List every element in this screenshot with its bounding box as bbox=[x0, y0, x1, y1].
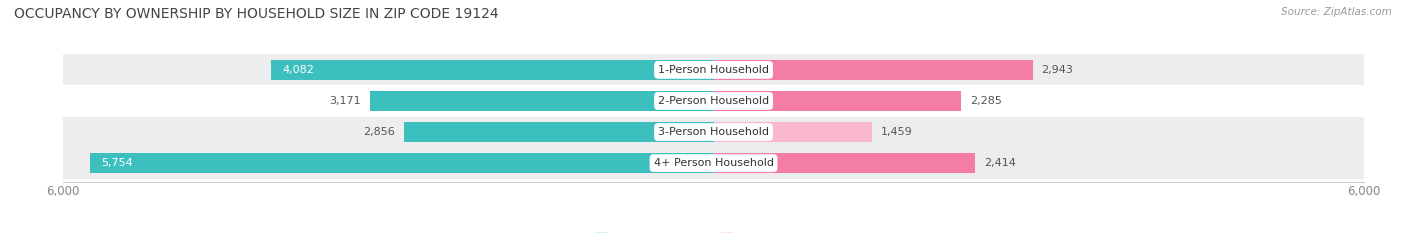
Text: OCCUPANCY BY OWNERSHIP BY HOUSEHOLD SIZE IN ZIP CODE 19124: OCCUPANCY BY OWNERSHIP BY HOUSEHOLD SIZE… bbox=[14, 7, 499, 21]
Text: 3-Person Household: 3-Person Household bbox=[658, 127, 769, 137]
Bar bbox=[713, 153, 976, 173]
Text: 4,082: 4,082 bbox=[283, 65, 314, 75]
Legend: Owner-occupied, Renter-occupied: Owner-occupied, Renter-occupied bbox=[589, 229, 838, 233]
Bar bbox=[713, 122, 872, 142]
Bar bbox=[713, 91, 962, 111]
Bar bbox=[404, 122, 713, 142]
Text: 2,943: 2,943 bbox=[1042, 65, 1073, 75]
Text: 1,459: 1,459 bbox=[880, 127, 912, 137]
Bar bbox=[63, 54, 1364, 86]
Text: Source: ZipAtlas.com: Source: ZipAtlas.com bbox=[1281, 7, 1392, 17]
Text: 5,754: 5,754 bbox=[101, 158, 132, 168]
Text: 2,285: 2,285 bbox=[970, 96, 1001, 106]
Bar bbox=[63, 147, 1364, 179]
Text: 4+ Person Household: 4+ Person Household bbox=[654, 158, 773, 168]
Bar bbox=[370, 91, 713, 111]
Text: 1-Person Household: 1-Person Household bbox=[658, 65, 769, 75]
Bar bbox=[63, 116, 1364, 147]
Bar bbox=[90, 153, 713, 173]
Text: 3,171: 3,171 bbox=[329, 96, 361, 106]
Text: 2-Person Household: 2-Person Household bbox=[658, 96, 769, 106]
Text: 2,414: 2,414 bbox=[984, 158, 1015, 168]
Bar bbox=[713, 60, 1032, 80]
Text: 2,856: 2,856 bbox=[364, 127, 395, 137]
Bar bbox=[63, 86, 1364, 116]
Bar bbox=[271, 60, 713, 80]
